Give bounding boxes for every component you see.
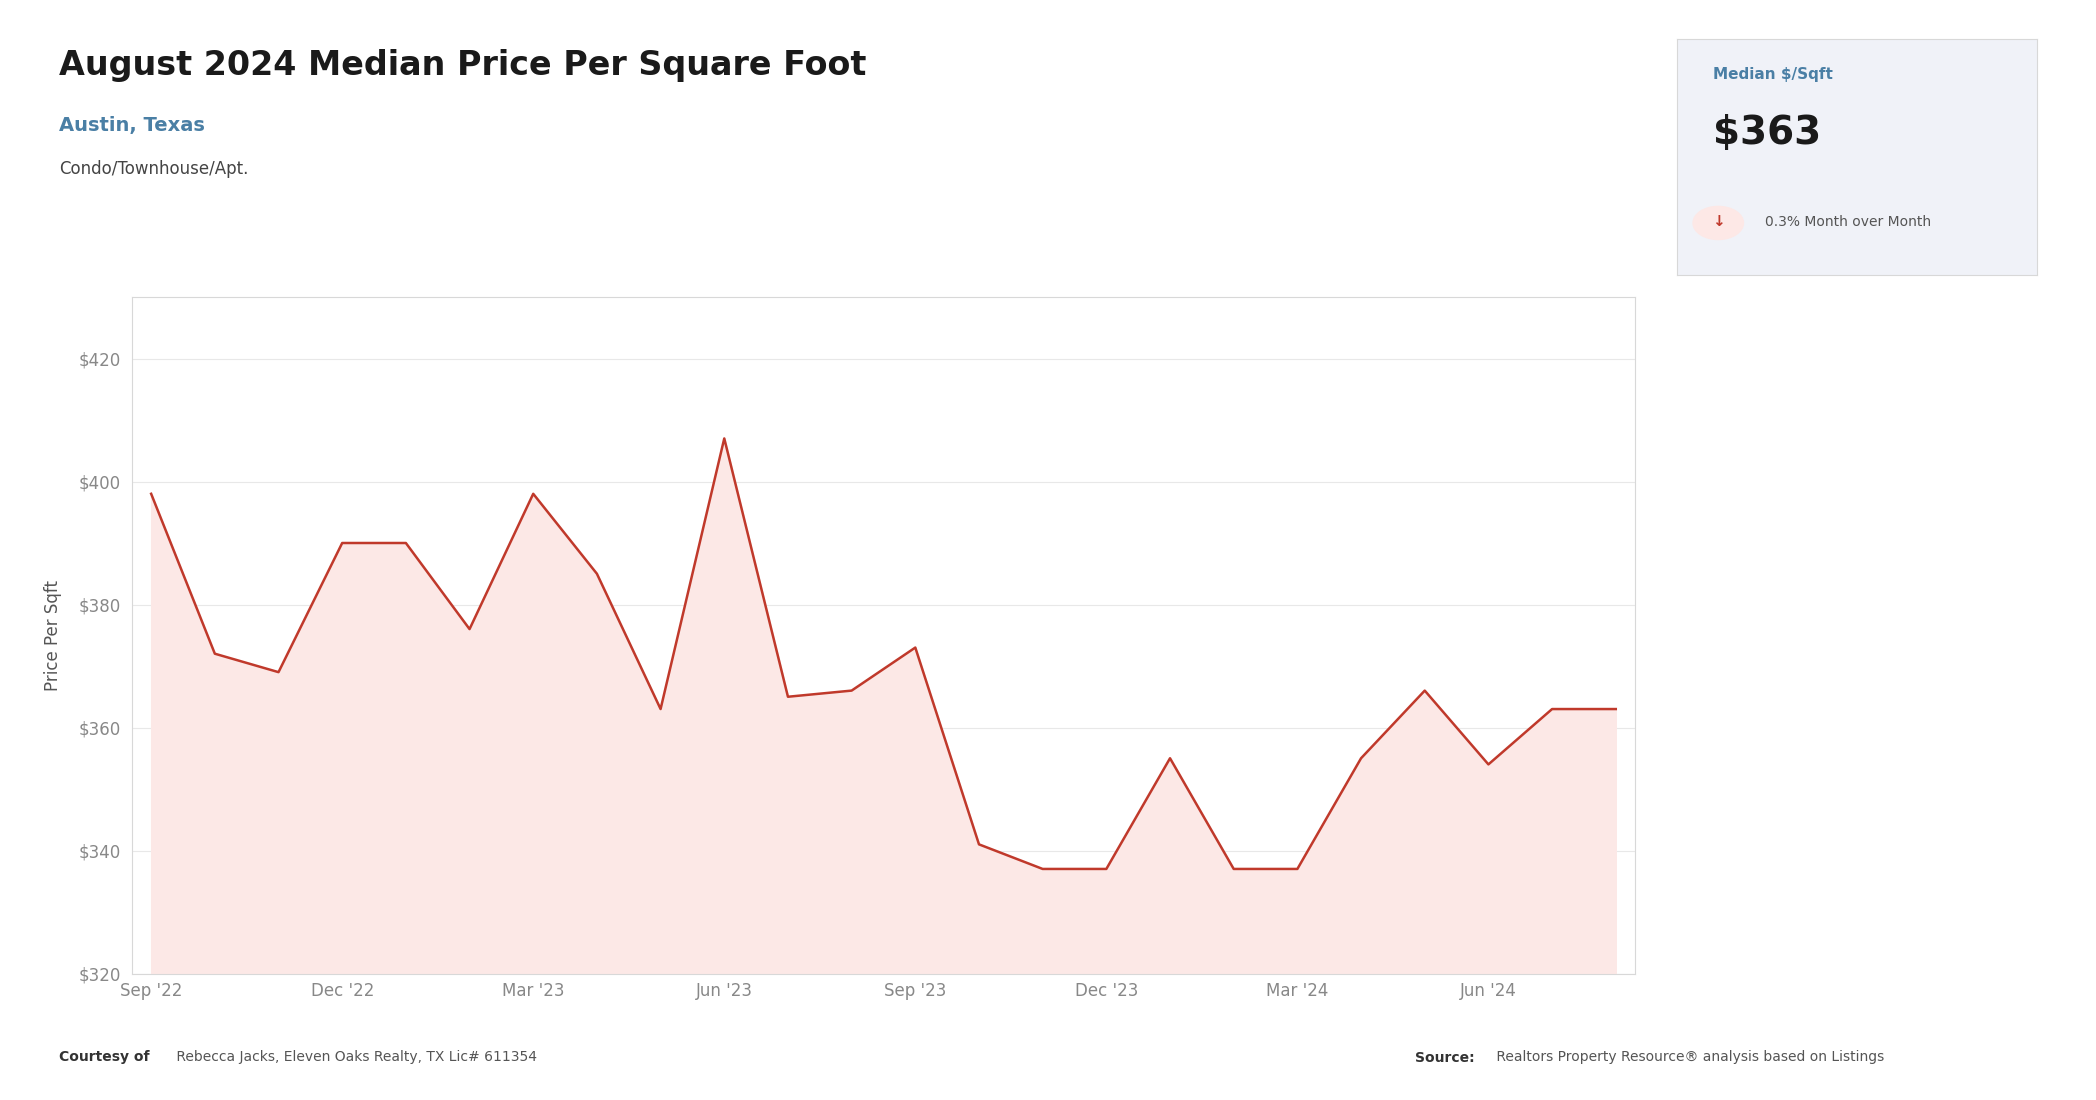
Text: ↓: ↓ — [1712, 214, 1725, 229]
Text: Courtesy of: Courtesy of — [59, 1050, 149, 1065]
Y-axis label: Price Per Sqft: Price Per Sqft — [44, 580, 63, 691]
Text: Rebecca Jacks, Eleven Oaks Realty, TX Lic# 611354: Rebecca Jacks, Eleven Oaks Realty, TX Li… — [172, 1050, 537, 1065]
Text: Realtors Property Resource® analysis based on Listings: Realtors Property Resource® analysis bas… — [1492, 1050, 1884, 1065]
Circle shape — [1694, 207, 1744, 240]
Text: $363: $363 — [1712, 114, 1821, 152]
Text: Condo/Townhouse/Apt.: Condo/Townhouse/Apt. — [59, 160, 247, 177]
Text: 0.3% Month over Month: 0.3% Month over Month — [1765, 214, 1930, 229]
Text: Austin, Texas: Austin, Texas — [59, 116, 205, 134]
Text: Source:: Source: — [1415, 1050, 1473, 1065]
Text: August 2024 Median Price Per Square Foot: August 2024 Median Price Per Square Foot — [59, 50, 866, 82]
Text: Median $/Sqft: Median $/Sqft — [1712, 67, 1832, 81]
